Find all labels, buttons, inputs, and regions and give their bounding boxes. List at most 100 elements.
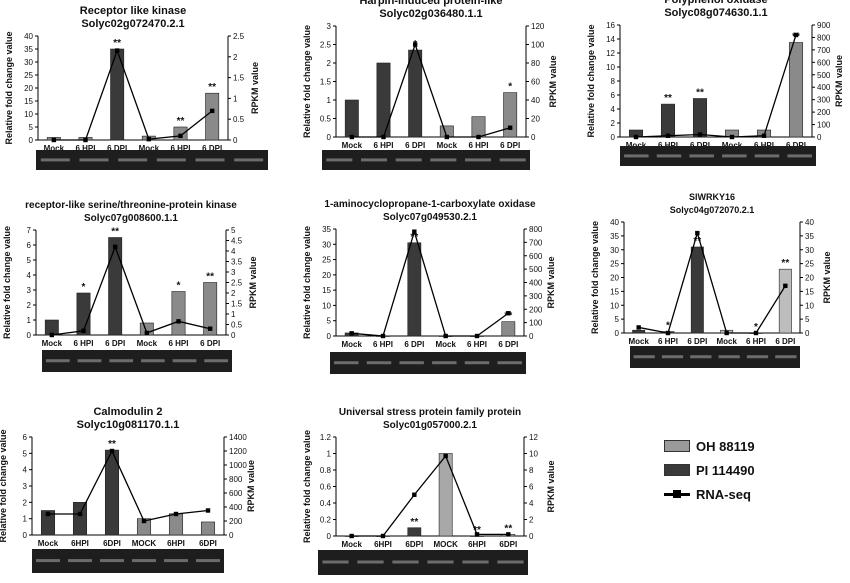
y2-tick-label: 2 — [529, 516, 534, 525]
gel-band — [462, 560, 489, 564]
x-tick-label: 6 DPI — [404, 340, 424, 349]
y2-tick-label: 400 — [229, 503, 243, 512]
x-tick-label: 6HPI — [468, 540, 486, 549]
legend-swatch-rnaseq — [664, 488, 690, 500]
y2-tick-label: 10 — [805, 301, 814, 310]
gel-band — [36, 559, 60, 563]
bar — [407, 242, 422, 337]
y2-tick-label: 60 — [531, 78, 540, 87]
significance-label: ** — [108, 439, 116, 450]
y-tick-label: 10 — [322, 301, 331, 310]
rnaseq-point — [81, 328, 86, 333]
y-tick-label: 0 — [327, 332, 332, 341]
gel-band — [334, 361, 359, 365]
bar — [471, 116, 486, 138]
y-axis-label: Relative fold change value — [4, 31, 14, 144]
rnaseq-point — [109, 448, 115, 454]
legend-label-pi114490: PI 114490 — [696, 462, 755, 478]
x-tick-label: Mock — [716, 337, 737, 346]
y2-tick-label: 40 — [805, 218, 814, 227]
y-tick-label: 5 — [615, 315, 620, 324]
rnaseq-point — [144, 330, 150, 336]
y-tick-label: 2 — [23, 498, 28, 507]
x-tick-label: 6HPI — [71, 539, 89, 548]
y2-tick-label: 1 — [233, 94, 238, 103]
gel-band — [775, 355, 797, 359]
rnaseq-point — [141, 518, 147, 524]
bar — [778, 268, 792, 334]
y-tick-label: 0 — [327, 133, 332, 142]
bar — [376, 62, 391, 138]
significance-label: ** — [696, 88, 704, 99]
x-tick-label: 6 DPI — [498, 340, 518, 349]
y2-axis-label: RPKM value — [834, 55, 844, 107]
gel-band — [432, 361, 457, 365]
x-tick-label: Mock — [42, 339, 63, 348]
gel-band — [132, 559, 156, 563]
y-tick-label: 10 — [24, 110, 33, 119]
rnaseq-line — [351, 42, 511, 138]
y-tick-label: 0 — [29, 136, 34, 145]
gel-band — [361, 158, 387, 162]
chart-title: Polyphenol oxidase — [664, 0, 767, 6]
gel-band — [624, 154, 649, 158]
bar — [788, 42, 804, 138]
chart-title: 1-aminocyclopropane-1-carboxylate oxidas… — [324, 199, 536, 210]
legend: OH 88119 PI 114490 RNA-seq — [664, 434, 844, 506]
y2-axis-label: RPKM value — [548, 55, 558, 107]
y2-tick-label: 800 — [229, 475, 243, 484]
y2-tick-label: 600 — [529, 252, 543, 261]
y-tick-label: 25 — [24, 71, 33, 80]
legend-label-oh88119: OH 88119 — [696, 438, 755, 454]
y-tick-label: 7 — [27, 226, 32, 235]
y2-tick-label: 0 — [529, 532, 534, 541]
y2-tick-label: 0.5 — [231, 321, 243, 330]
gel-band — [392, 560, 419, 564]
gel-band — [164, 559, 188, 563]
y-tick-label: 2 — [327, 59, 332, 68]
y2-tick-label: 20 — [805, 274, 814, 283]
gel-band — [118, 158, 148, 162]
x-tick-label: 6 HPI — [168, 339, 188, 348]
x-tick-label: Mock — [139, 144, 160, 153]
rnaseq-point — [665, 330, 671, 336]
significance-label: ** — [410, 517, 418, 528]
y2-tick-label: 1.5 — [231, 300, 243, 309]
x-tick-label: 6 DPI — [405, 141, 425, 150]
rnaseq-point — [349, 533, 354, 539]
gel-strip — [318, 550, 528, 575]
gel-band — [746, 355, 769, 359]
x-tick-label: Mock — [437, 141, 458, 150]
x-tick-label: 6 DPI — [500, 141, 520, 150]
x-tick-label: Mock — [342, 141, 363, 150]
rnaseq-line — [638, 230, 786, 334]
y-tick-label: 40 — [610, 218, 619, 227]
y-tick-label: 0 — [23, 531, 28, 540]
y-tick-label: 0.6 — [320, 483, 332, 492]
y2-tick-label: 600 — [229, 489, 243, 498]
chart-subtitle: Solyc10g081170.1.1 — [77, 419, 180, 431]
y-tick-label: 30 — [24, 58, 33, 67]
y2-tick-label: 700 — [529, 238, 543, 247]
x-tick-label: Mock — [628, 337, 649, 346]
gel-band — [366, 361, 392, 365]
gel-band — [45, 359, 70, 363]
y2-tick-label: 500 — [529, 265, 543, 274]
gel-band — [100, 559, 124, 563]
y-tick-label: 5 — [27, 256, 32, 265]
y2-tick-label: 200 — [229, 517, 243, 526]
y-tick-label: 14 — [606, 35, 615, 44]
y-axis-label: Relative fold change value — [302, 430, 312, 543]
rnaseq-point — [761, 133, 767, 138]
y-tick-label: 25 — [610, 260, 619, 269]
y-tick-label: 0 — [327, 532, 332, 541]
significance-label: ** — [504, 523, 512, 534]
bar — [408, 49, 423, 138]
x-tick-label: 6 HPI — [468, 141, 488, 150]
y-tick-label: 25 — [322, 256, 331, 265]
y2-tick-label: 2 — [231, 289, 236, 298]
chart-title: Universal stress protein family protein — [339, 407, 521, 418]
x-tick-label: 6 DPI — [775, 337, 795, 346]
